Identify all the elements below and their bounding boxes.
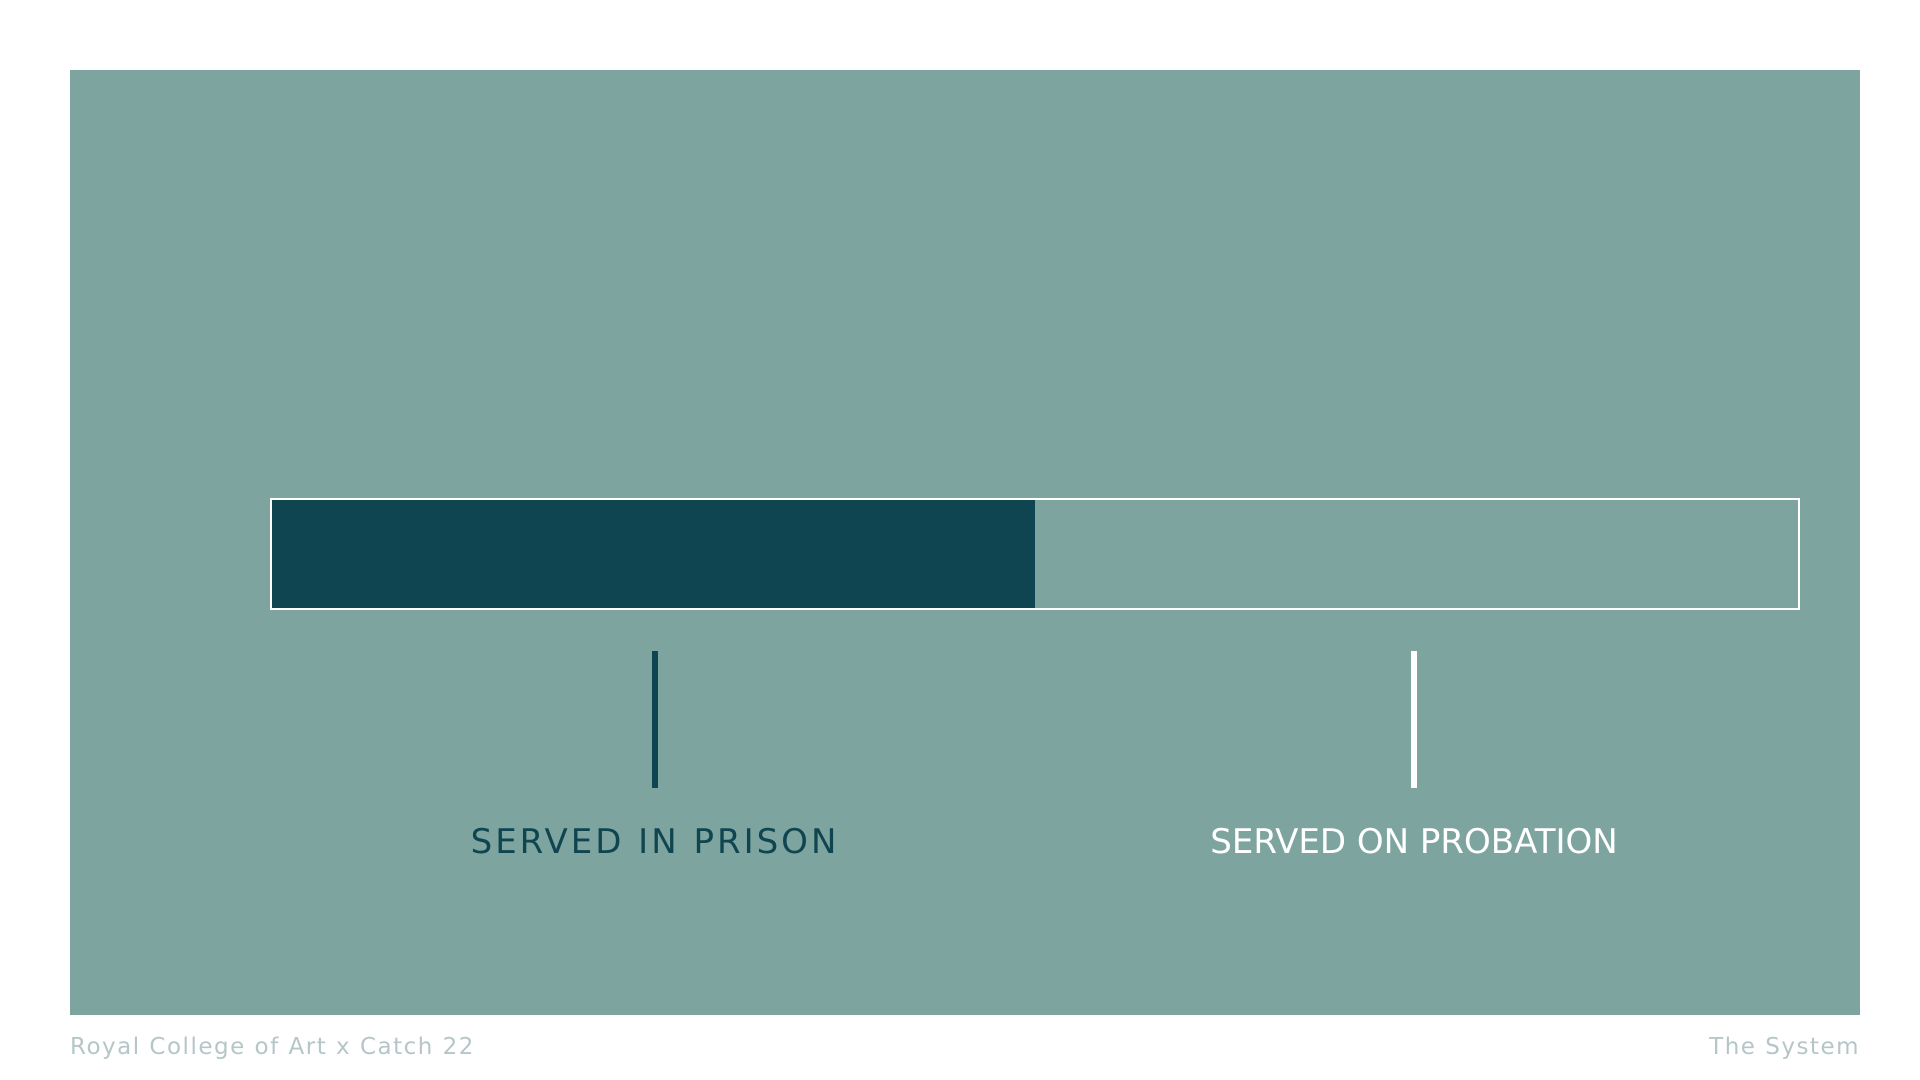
footer-section-title: The System [1709, 1034, 1860, 1060]
prison-marker-line [652, 651, 658, 788]
content-panel: SERVED IN PRISON SERVED ON PROBATION [70, 70, 1860, 1015]
served-in-prison-label: SERVED IN PRISON [470, 822, 840, 862]
served-on-probation-label: SERVED ON PROBATION [1210, 822, 1618, 862]
prison-portion-fill [272, 500, 1035, 608]
footer-organization: Royal College of Art x Catch 22 [70, 1034, 475, 1060]
sentence-bar [270, 498, 1800, 610]
probation-marker-line [1411, 651, 1417, 788]
